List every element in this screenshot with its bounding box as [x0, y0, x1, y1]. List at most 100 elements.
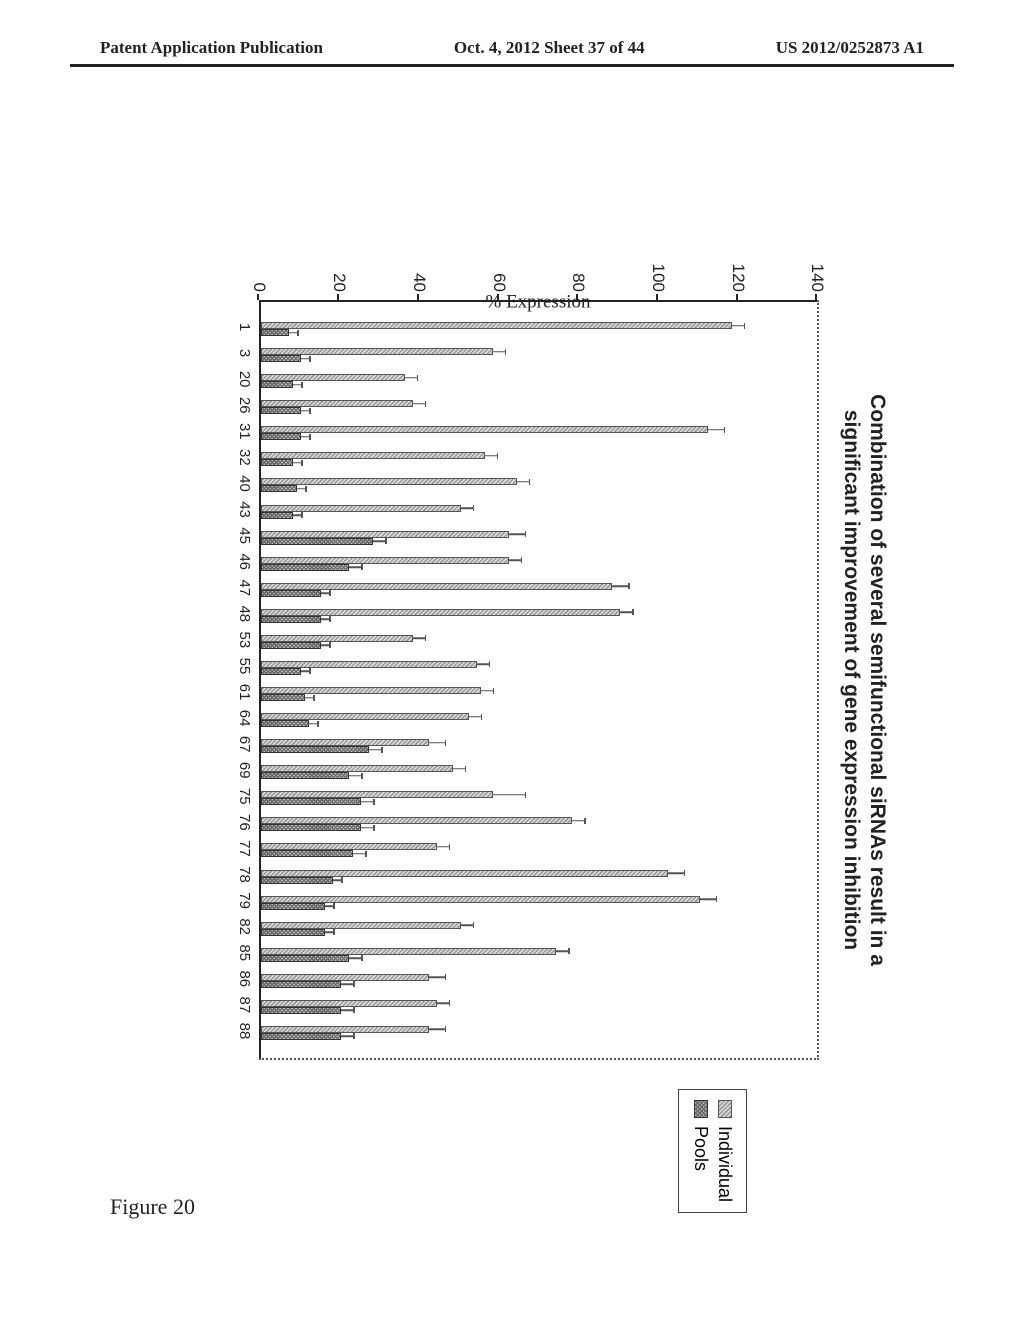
bar-individual [262, 713, 469, 720]
error-cap [529, 479, 531, 485]
error-cap [365, 851, 367, 857]
bar-individual [262, 374, 405, 381]
error-bar [700, 898, 716, 900]
bar-pools [262, 877, 334, 884]
x-tick-label: 53 [237, 632, 254, 649]
error-cap [584, 818, 586, 824]
y-tick-label: 40 [409, 258, 429, 292]
error-bar [477, 664, 489, 666]
bar-pools [262, 1007, 342, 1014]
rotated-figure-wrapper: Combination of several semifunctional si… [130, 180, 890, 1180]
error-bar [361, 801, 373, 803]
chart-title-line1: Combination of several semifunctional si… [866, 394, 889, 966]
bar-pools [262, 590, 322, 597]
error-cap [684, 870, 686, 876]
x-tick-label: 55 [237, 658, 254, 675]
error-cap [473, 505, 475, 511]
error-cap [525, 792, 527, 798]
x-tick-label: 26 [237, 397, 254, 414]
error-bar [429, 977, 445, 979]
error-bar [293, 462, 301, 464]
error-bar [293, 514, 301, 516]
error-bar [321, 619, 329, 621]
bar-pools [262, 485, 298, 492]
error-bar [309, 723, 317, 725]
x-tick-label: 64 [237, 710, 254, 727]
y-tick [656, 294, 658, 300]
error-cap [489, 661, 491, 667]
error-bar [341, 1036, 353, 1038]
bar-pools [262, 981, 342, 988]
x-tick-label: 20 [237, 371, 254, 388]
x-tick-label: 40 [237, 475, 254, 492]
error-cap [313, 695, 315, 701]
y-tick [816, 294, 818, 300]
bar-individual [262, 609, 621, 616]
x-tick-label: 77 [237, 840, 254, 857]
error-cap [341, 877, 343, 883]
error-cap [493, 688, 495, 694]
error-bar [732, 325, 744, 327]
figure-caption: Figure 20 [110, 1194, 195, 1220]
bar-pools [262, 459, 294, 466]
bar-pools [262, 929, 326, 936]
bar-individual [262, 557, 509, 564]
error-cap [309, 408, 311, 414]
bar-pools [262, 903, 326, 910]
error-cap [361, 564, 363, 570]
x-tick-label: 45 [237, 527, 254, 544]
bar-pools [262, 668, 302, 675]
bar-pools [262, 381, 294, 388]
bar-pools [262, 616, 322, 623]
bar-pools [262, 355, 302, 362]
bar-pools [262, 955, 350, 962]
bar-individual [262, 739, 429, 746]
bar-individual [262, 765, 453, 772]
y-tick [736, 294, 738, 300]
error-bar [612, 586, 628, 588]
error-cap [301, 460, 303, 466]
y-tick-label: 0 [250, 258, 270, 292]
error-bar [301, 410, 309, 412]
error-cap [361, 773, 363, 779]
y-tick [497, 294, 499, 300]
error-cap [297, 330, 299, 336]
x-tick-label: 61 [237, 684, 254, 701]
bar-individual [262, 843, 437, 850]
bar-individual [262, 948, 557, 955]
error-cap [373, 799, 375, 805]
page-header: Patent Application Publication Oct. 4, 2… [0, 38, 1024, 58]
error-bar [485, 455, 497, 457]
x-tick-label: 32 [237, 449, 254, 466]
error-cap [373, 825, 375, 831]
y-tick [337, 294, 339, 300]
y-tick-label: 100 [648, 258, 668, 292]
error-cap [305, 486, 307, 492]
error-cap [329, 642, 331, 648]
bar-pools [262, 433, 302, 440]
bar-individual [262, 348, 493, 355]
error-bar [481, 690, 493, 692]
error-cap [309, 356, 311, 362]
legend-row-individual: Individual [715, 1100, 736, 1202]
chart-plot-area: % Expression 020406080100120140 13202631… [260, 300, 820, 1060]
error-cap [724, 427, 726, 433]
error-cap [744, 323, 746, 329]
error-cap [632, 609, 634, 615]
x-tick-label: 76 [237, 814, 254, 831]
error-cap [301, 512, 303, 518]
bar-pools [262, 407, 302, 414]
error-cap [568, 948, 570, 954]
bar-individual [262, 896, 700, 903]
error-bar [517, 481, 529, 483]
error-bar [453, 768, 465, 770]
error-cap [353, 1033, 355, 1039]
error-bar [301, 358, 309, 360]
error-cap [309, 434, 311, 440]
x-tick-label: 46 [237, 553, 254, 570]
bar-pools [262, 512, 294, 519]
bar-individual [262, 1000, 437, 1007]
bar-individual [262, 531, 509, 538]
error-bar [429, 1029, 445, 1031]
bar-pools [262, 1033, 342, 1040]
